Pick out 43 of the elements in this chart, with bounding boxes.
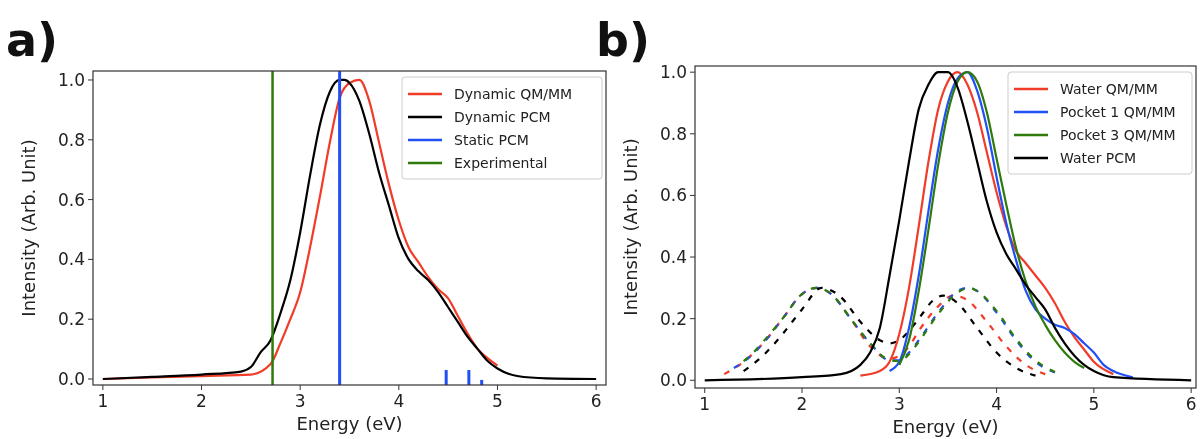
x-axis-title: Energy (eV) xyxy=(296,413,403,434)
x-tick-label: 5 xyxy=(1088,394,1100,414)
y-tick-label: 0.8 xyxy=(57,129,85,150)
y-tick-label: 0.6 xyxy=(57,189,85,210)
y-tick-label: 1.0 xyxy=(57,69,85,90)
y-tick-label: 1.0 xyxy=(659,62,687,83)
y-tick-label: 0.8 xyxy=(659,123,687,144)
x-tick-label: 3 xyxy=(893,394,905,414)
x-tick-label: 6 xyxy=(590,391,602,411)
x-tick-label: 1 xyxy=(699,394,711,414)
y-tick-label: 0.2 xyxy=(57,309,85,330)
legend-label: Pocket 1 QM/MM xyxy=(1060,103,1176,120)
y-tick-label: 0.4 xyxy=(57,249,85,270)
x-axis-title: Energy (eV) xyxy=(892,416,999,437)
x-tick-label: 1 xyxy=(97,391,109,411)
bar xyxy=(444,370,448,385)
chart-title: b) xyxy=(596,13,650,67)
legend-label: Static PCM xyxy=(454,131,529,148)
legend-label: Experimental xyxy=(454,154,548,171)
chart-title: a) xyxy=(6,13,59,67)
x-tick-label: 3 xyxy=(294,391,306,411)
y-tick-label: 0.2 xyxy=(659,308,687,329)
legend-label: Dynamic PCM xyxy=(454,108,551,125)
y-tick-label: 0.0 xyxy=(57,368,85,389)
legend-label: Dynamic QM/MM xyxy=(454,85,573,102)
x-tick-label: 2 xyxy=(796,394,808,414)
y-tick-label: 0.4 xyxy=(659,246,687,267)
y-tick-label: 0.0 xyxy=(659,370,687,391)
legend-label: Pocket 3 QM/MM xyxy=(1060,126,1176,143)
y-tick-label: 0.6 xyxy=(659,185,687,206)
x-tick-label: 5 xyxy=(492,391,503,411)
x-tick-label: 2 xyxy=(196,391,207,411)
bar xyxy=(338,71,342,385)
bar xyxy=(467,370,471,385)
line-series xyxy=(703,71,1193,382)
legend-label: Water QM/MM xyxy=(1060,80,1158,97)
legend-label: Water PCM xyxy=(1060,149,1137,166)
x-tick-label: 4 xyxy=(991,394,1002,414)
x-tick-label: 4 xyxy=(393,391,405,411)
x-tick-label: 6 xyxy=(1185,394,1197,414)
y-axis-title: Intensity (Arb. Unit) xyxy=(18,139,39,317)
line-series xyxy=(101,78,598,381)
y-axis-title: Intensity (Arb. Unit) xyxy=(620,138,641,316)
